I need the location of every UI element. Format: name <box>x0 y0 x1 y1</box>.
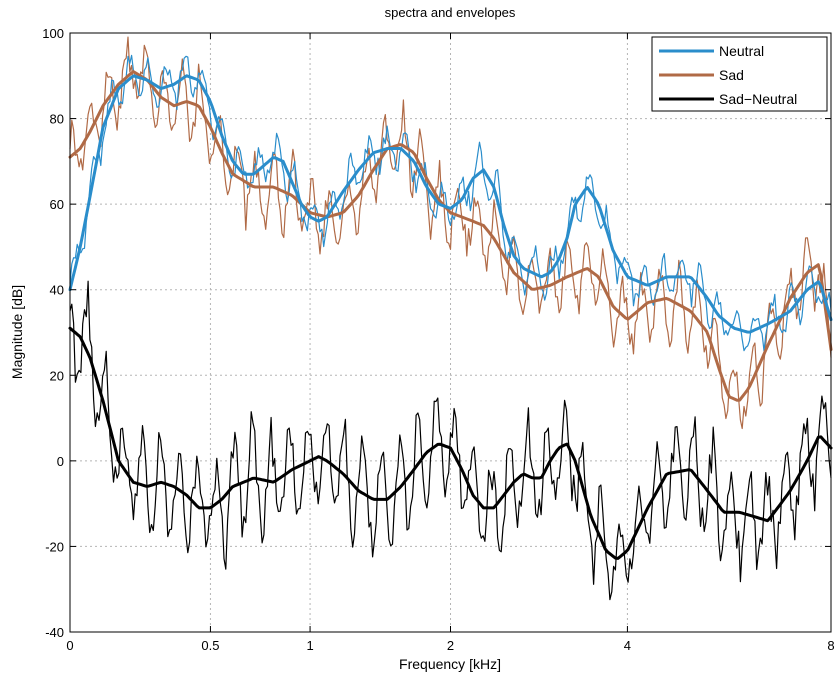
x-tick-label: 8 <box>827 638 834 653</box>
y-tick-label: 60 <box>50 197 64 212</box>
spectrum-line-sad-neutral <box>69 280 832 601</box>
spectrum-line-sad <box>69 36 832 430</box>
y-tick-label: 100 <box>42 26 64 41</box>
x-tick-label: 0.5 <box>201 638 219 653</box>
envelope-line-sad-neutral <box>68 326 833 560</box>
y-tick-label: -20 <box>45 539 64 554</box>
legend-items: Neutral Sad Sad−Neutral <box>659 43 797 107</box>
y-tick-label: -40 <box>45 625 64 640</box>
plot-area <box>70 33 831 632</box>
legend-label: Sad−Neutral <box>719 91 797 107</box>
envelope-line-sad <box>68 70 833 402</box>
legend-label: Sad <box>719 67 744 83</box>
x-tick-label: 1 <box>306 638 313 653</box>
chart-title: spectra and envelopes <box>385 5 516 20</box>
x-axis-label: Frequency [kHz] <box>399 656 501 672</box>
y-tick-label: 0 <box>57 454 64 469</box>
x-tick-label: 4 <box>624 638 631 653</box>
y-tick-label: 40 <box>50 283 64 298</box>
y-tick-label: 20 <box>50 368 64 383</box>
envelope-line-neutral <box>68 74 833 334</box>
legend: Neutral Sad Sad−Neutral <box>651 36 828 112</box>
x-tick-label: 2 <box>447 638 454 653</box>
series-layer <box>68 36 833 601</box>
legend-label: Neutral <box>719 43 764 59</box>
y-axis-label: Magnitude [dB] <box>9 285 25 379</box>
y-tick-label: 80 <box>50 112 64 127</box>
tick-layer: 0 0.5 1 2 4 8 -40 -20 0 20 40 60 80 100 <box>42 26 834 653</box>
x-tick-label: 0 <box>66 638 73 653</box>
